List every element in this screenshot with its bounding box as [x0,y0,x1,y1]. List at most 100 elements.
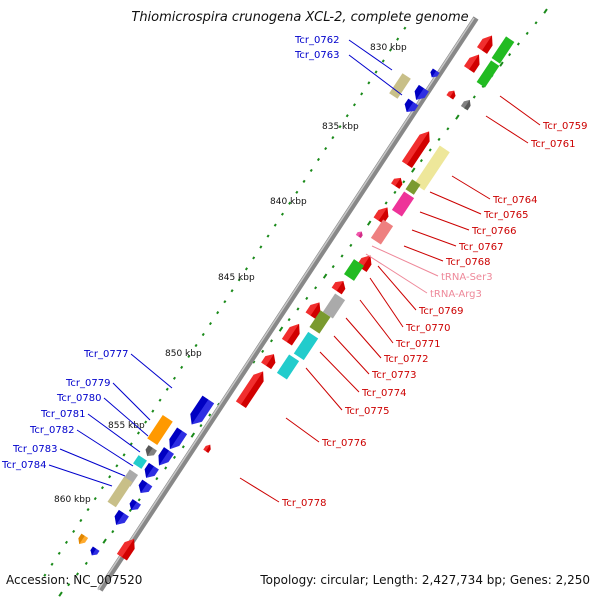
inner-tick [151,409,155,413]
gene-label[interactable]: Tcr_0766 [471,226,516,237]
label-leader [285,417,320,443]
inner-tick [122,453,126,457]
inner-tick [43,573,47,577]
inner-tick [165,387,169,391]
inner-tick [266,234,270,238]
outer-tick [296,307,300,311]
gene-block [261,354,276,370]
gene-block [430,68,440,78]
gene-label[interactable]: Tcr_0764 [492,195,537,206]
gene-label[interactable]: Tcr_0776 [321,438,366,449]
gene-block [129,499,141,511]
gene-block [169,427,188,450]
gene-label[interactable]: Tcr_0771 [395,339,440,350]
inner-tick [158,398,162,402]
genome-summary: Topology: circular; Length: 2,427,734 bp… [260,573,590,587]
outer-tick [516,42,520,46]
inner-tick [216,311,220,315]
inner-tick [367,81,371,85]
inner-tick [324,146,328,151]
inner-tick [302,179,306,183]
gene-label[interactable]: tRNA-Arg3 [430,289,482,300]
gene-block [476,60,500,88]
gene-block [90,546,100,556]
gene-block [116,538,135,561]
inner-tick [144,420,148,424]
gene-block [491,36,515,64]
outer-tick [75,572,80,576]
gene-label[interactable]: Tcr_0767 [458,242,503,253]
accession-label: Accession: NC_007520 [6,573,143,587]
outer-tick [543,8,548,14]
outer-tick [208,413,212,417]
gene-block [414,145,450,191]
gene-label[interactable]: Tcr_0762 [294,35,339,46]
backbone-line [97,16,479,592]
outer-tick [67,583,71,587]
gene-label[interactable]: Tcr_0761 [530,139,575,150]
inner-tick [79,518,83,523]
gene-label[interactable]: Tcr_0770 [405,323,450,334]
outer-tick [137,498,141,502]
inner-tick [252,256,256,260]
outer-tick [305,296,309,301]
gene-label[interactable]: Tcr_0779 [65,378,110,389]
outer-tick [437,137,441,142]
genome-backbone [97,16,479,592]
inner-tick [172,376,176,380]
inner-tick [288,201,292,205]
gene-label[interactable]: Tcr_0784 [1,460,46,471]
gene-label[interactable]: Tcr_0777 [83,349,128,360]
outer-tick [366,220,372,226]
outer-tick [499,61,504,67]
outer-tick [111,530,115,534]
forward-gene-labels: Tcr_0762 Tcr_0763 Tcr_0777 Tcr_0779 Tcr_0780… [1,35,403,487]
gene-block [391,177,403,189]
gene-label[interactable]: tRNA-Ser3 [441,272,493,283]
label-leader [377,265,417,311]
gene-label[interactable]: Tcr_0780 [56,393,101,404]
gene-block [235,371,264,408]
inner-tick [309,168,313,173]
inner-tick [259,245,263,249]
gene-block [144,462,159,478]
inner-tick [338,125,342,129]
inner-tick [352,103,356,107]
label-leader [305,367,343,411]
gene-label[interactable]: Tcr_0781 [40,409,85,420]
label-leader [348,54,403,96]
label-leader [371,245,439,277]
label-leader [48,464,113,487]
outer-tick [419,159,423,163]
outer-tick [199,424,203,428]
gene-block [138,479,153,493]
inner-tick [374,70,378,74]
label-leader [103,397,149,437]
gene-label[interactable]: Tcr_0768 [445,257,490,268]
ruler-label: 835 kbp [322,122,359,132]
inner-tick [115,464,119,468]
gene-label[interactable]: Tcr_0763 [294,50,339,61]
gene-label[interactable]: Tcr_0775 [344,406,389,417]
gene-label[interactable]: Tcr_0765 [483,210,528,221]
gene-label[interactable]: Tcr_0772 [383,354,428,365]
ruler-label: 845 kbp [218,273,255,283]
gene-label[interactable]: Tcr_0774 [361,388,406,399]
gene-track [78,35,515,561]
gene-label[interactable]: Tcr_0773 [371,370,416,381]
gene-label[interactable]: Tcr_0759 [542,121,587,132]
label-leader [59,448,126,477]
label-leader [411,229,457,247]
label-leader [359,299,394,344]
gene-label[interactable]: Tcr_0778 [281,498,326,509]
label-leader [429,191,482,215]
gene-block [389,73,411,99]
inner-tick [187,354,191,359]
gene-block [355,231,363,239]
label-leader [239,477,280,503]
gene-label[interactable]: Tcr_0769 [418,306,463,317]
gene-label[interactable]: Tcr_0782 [29,425,74,436]
gene-label[interactable]: Tcr_0783 [12,444,57,455]
outer-tick [411,167,416,173]
inner-tick [136,431,140,435]
